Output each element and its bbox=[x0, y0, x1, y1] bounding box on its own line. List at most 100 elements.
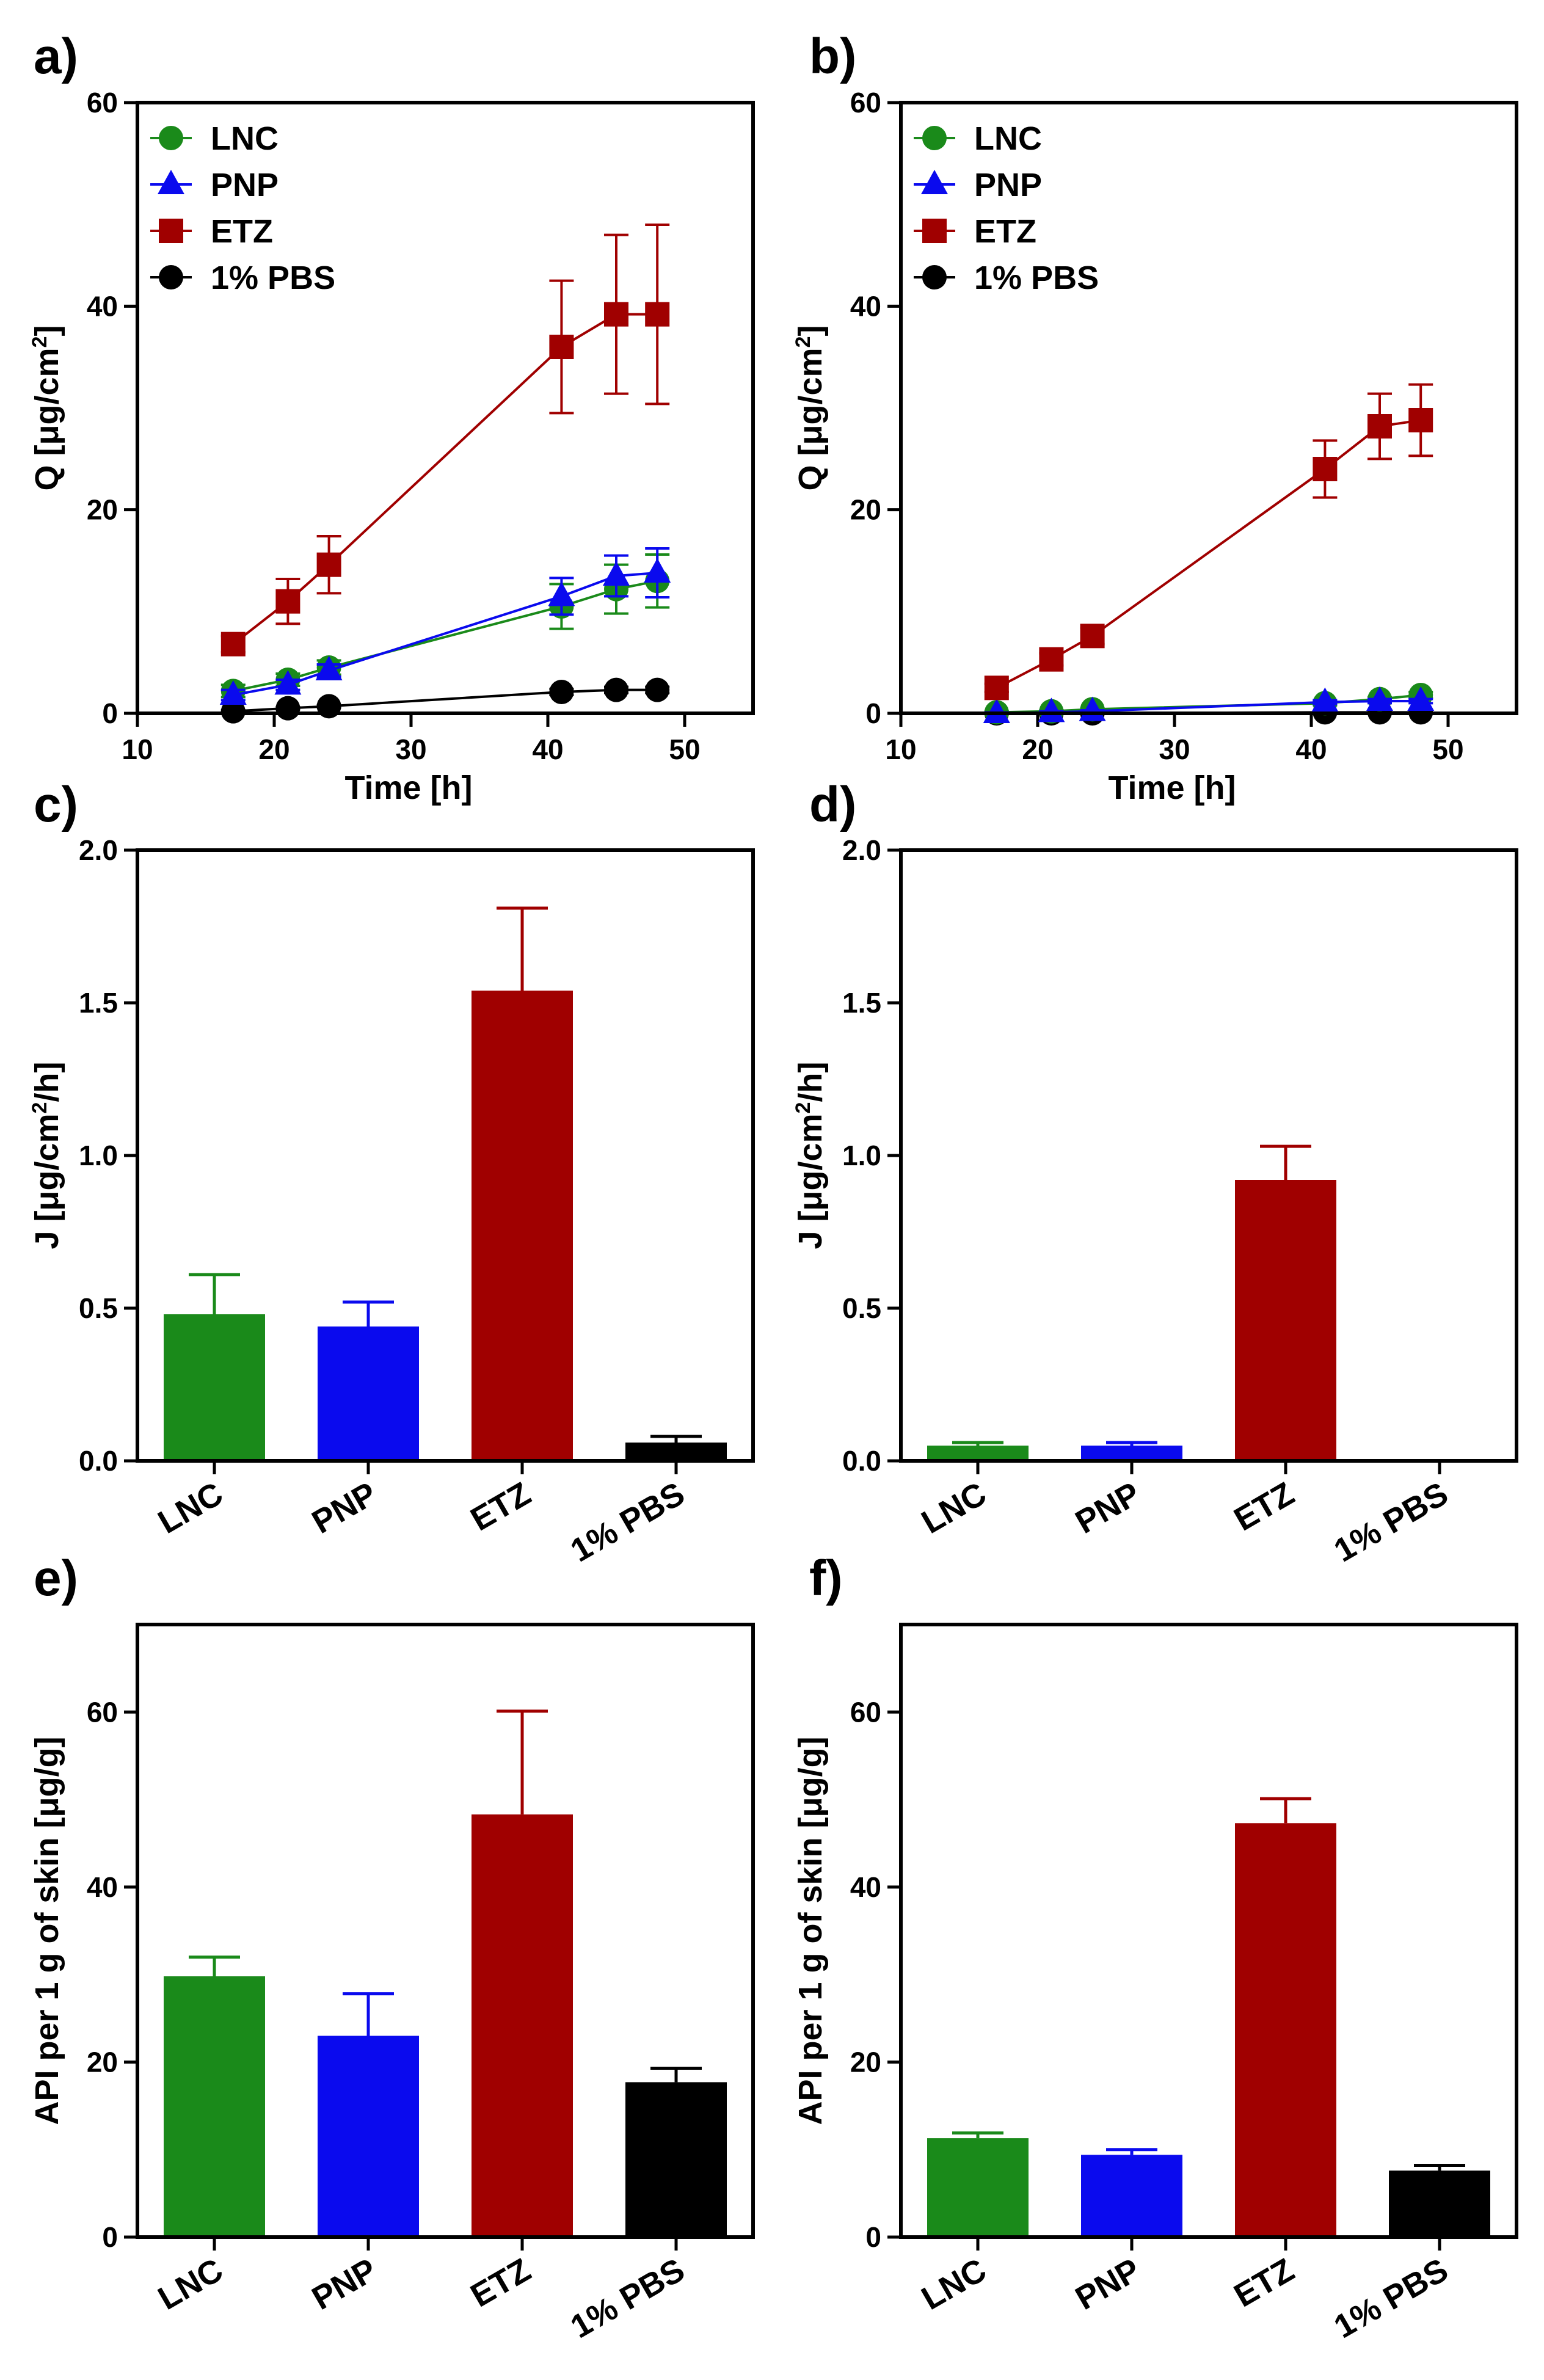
chart-b: 10 20 30 40 50 Time [h] 0 20 40 60 Q [μg/cm2] LNC PN… bbox=[792, 29, 1518, 806]
x-tick-label: 10 bbox=[885, 733, 916, 765]
data-point bbox=[1311, 687, 1339, 712]
x-tick-label: 50 bbox=[669, 733, 700, 765]
category-label: LNC bbox=[152, 2251, 229, 2316]
data-point bbox=[275, 589, 300, 614]
y-tick-label: 20 bbox=[850, 2046, 881, 2078]
data-point bbox=[1407, 686, 1435, 711]
data-point bbox=[1367, 414, 1392, 439]
bar-ETZ bbox=[1235, 1180, 1336, 1461]
bar-LNC bbox=[164, 1976, 265, 2237]
bar-LNC bbox=[927, 1446, 1029, 1461]
y-tick-label: 1.5 bbox=[842, 987, 881, 1019]
legend-label: ETZ bbox=[211, 213, 273, 250]
legend-label: LNC bbox=[974, 120, 1042, 157]
data-point bbox=[316, 552, 341, 577]
data-point bbox=[603, 561, 630, 586]
x-tick-label: 30 bbox=[1159, 733, 1190, 765]
y-tick-label: 20 bbox=[87, 2046, 118, 2078]
plot-frame bbox=[136, 1623, 755, 2239]
x-tick-label: 40 bbox=[1295, 733, 1327, 765]
data-point bbox=[315, 656, 343, 680]
data-point bbox=[1408, 408, 1433, 432]
x-tick-label: 30 bbox=[395, 733, 426, 765]
bar-ETZ bbox=[472, 1814, 573, 2237]
y-tick-label: 0.5 bbox=[79, 1292, 118, 1324]
bar-PBS bbox=[1389, 2171, 1490, 2237]
legend-marker bbox=[158, 170, 184, 194]
y-tick-label: 0.0 bbox=[842, 1445, 881, 1477]
category-label: PNP bbox=[1069, 1475, 1146, 1540]
y-tick-label: 1.0 bbox=[79, 1140, 118, 1171]
y-tick-label: 20 bbox=[87, 494, 118, 526]
x-tick-label: 40 bbox=[532, 733, 563, 765]
x-tick-label: 10 bbox=[122, 733, 153, 765]
x-tick-label: 20 bbox=[258, 733, 290, 765]
panel-label: d) bbox=[809, 777, 856, 832]
plot-frame bbox=[899, 101, 1518, 715]
plot-frame bbox=[136, 101, 755, 715]
bar-LNC bbox=[927, 2138, 1029, 2237]
panel-label: c) bbox=[34, 777, 78, 832]
y-tick-label: 0 bbox=[102, 697, 118, 729]
category-label: ETZ bbox=[1228, 2251, 1300, 2314]
category-label: ETZ bbox=[465, 1475, 537, 1538]
x-tick-label: 50 bbox=[1432, 733, 1463, 765]
x-axis-label: Time [h] bbox=[344, 770, 472, 806]
panel-label: b) bbox=[809, 29, 856, 84]
y-tick-label: 40 bbox=[850, 290, 881, 322]
category-label: LNC bbox=[152, 1475, 229, 1540]
y-tick-label: 2.0 bbox=[842, 834, 881, 866]
legend-marker bbox=[922, 265, 947, 289]
panel-label: e) bbox=[34, 1551, 78, 1606]
data-point bbox=[1080, 624, 1105, 649]
category-label: 1% PBS bbox=[564, 1475, 691, 1569]
data-point bbox=[604, 302, 628, 327]
chart-a: 10 20 30 40 50 Time [h] 0 20 40 60 Q [μg/cm2] LNC PN… bbox=[28, 29, 755, 806]
chart-d: 0.0 0.5 1.0 1.5 2.0 J [μg/cm2/h] LNC PNP ETZ 1% P… bbox=[792, 777, 1518, 1569]
data-point bbox=[220, 699, 246, 724]
bar-PNP bbox=[318, 1326, 419, 1461]
legend-marker bbox=[159, 126, 183, 150]
y-tick-label: 40 bbox=[850, 1871, 881, 1903]
y-tick-label: 60 bbox=[87, 1696, 118, 1728]
y-axis-label: Q [μg/cm2] bbox=[792, 326, 829, 491]
data-point bbox=[983, 699, 1010, 723]
category-label: 1% PBS bbox=[564, 2251, 691, 2345]
data-point bbox=[220, 631, 246, 657]
plot-frame bbox=[899, 848, 1518, 1463]
data-point bbox=[275, 696, 300, 721]
category-label: PNP bbox=[306, 1475, 383, 1540]
bar-PBS bbox=[625, 2082, 727, 2237]
y-tick-label: 0 bbox=[102, 2221, 118, 2253]
data-point bbox=[1039, 647, 1064, 672]
data-point bbox=[549, 680, 574, 704]
y-tick-label: 1.0 bbox=[842, 1140, 881, 1171]
category-label: ETZ bbox=[1228, 1475, 1300, 1538]
y-tick-label: 0.0 bbox=[79, 1445, 118, 1477]
y-tick-label: 1.5 bbox=[79, 987, 118, 1019]
legend-label: 1% PBS bbox=[211, 260, 335, 296]
y-axis-label: J [μg/cm2/h] bbox=[792, 1062, 829, 1250]
category-label: PNP bbox=[306, 2251, 383, 2316]
y-axis-label: API per 1 g of skin [μg/g] bbox=[792, 1736, 829, 2125]
data-point bbox=[984, 675, 1009, 701]
legend-marker bbox=[921, 170, 948, 194]
legend-label: ETZ bbox=[974, 213, 1036, 250]
category-label: 1% PBS bbox=[1328, 1475, 1454, 1569]
legend-marker bbox=[922, 126, 947, 150]
bar-ETZ bbox=[1235, 1823, 1336, 2237]
data-point bbox=[274, 670, 302, 695]
data-point bbox=[604, 677, 628, 702]
y-tick-label: 0 bbox=[865, 2221, 881, 2253]
data-point bbox=[645, 677, 670, 702]
data-point bbox=[1038, 697, 1065, 722]
data-point bbox=[549, 335, 574, 359]
legend-label: PNP bbox=[211, 167, 279, 203]
y-axis-label: Q [μg/cm2] bbox=[28, 326, 65, 491]
legend-marker bbox=[159, 219, 183, 243]
y-tick-label: 60 bbox=[87, 87, 118, 118]
panel-label: f) bbox=[809, 1551, 843, 1606]
category-label: ETZ bbox=[465, 2251, 537, 2314]
bar-PBS bbox=[625, 1443, 727, 1461]
